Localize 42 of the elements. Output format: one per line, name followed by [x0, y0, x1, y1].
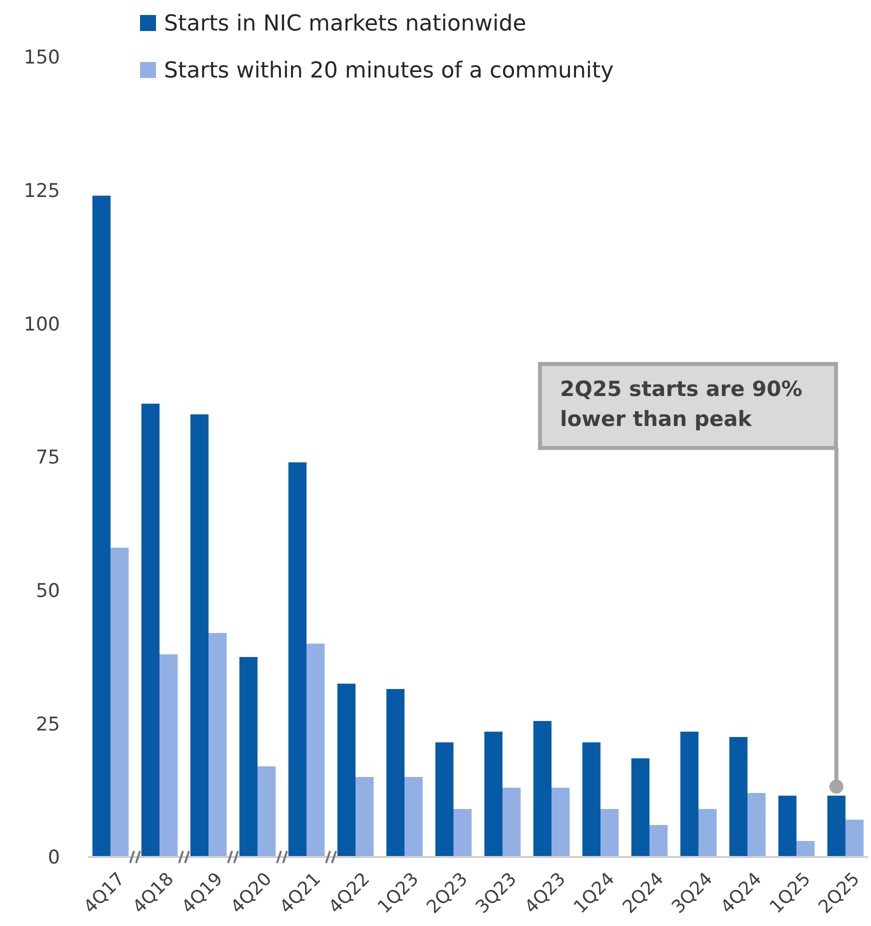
bar — [337, 684, 356, 857]
bar — [796, 841, 815, 857]
y-tick-label: 50 — [36, 580, 60, 602]
bar — [551, 788, 570, 857]
legend-label: Starts in NIC markets nationwide — [164, 12, 526, 37]
bar — [827, 796, 846, 857]
bar — [484, 732, 502, 857]
bar — [729, 737, 748, 857]
bar — [141, 404, 160, 857]
bar — [258, 766, 276, 857]
bar — [160, 654, 178, 857]
bar — [454, 809, 472, 857]
bar — [110, 548, 129, 857]
bar — [631, 758, 650, 857]
bar — [356, 777, 374, 857]
bar — [502, 788, 521, 857]
y-tick-label: 100 — [24, 313, 60, 336]
y-tick-label: 75 — [36, 446, 60, 469]
bar — [533, 721, 552, 857]
bar — [778, 796, 796, 857]
bar — [404, 777, 423, 857]
bar — [845, 820, 864, 857]
bar — [698, 809, 717, 857]
bar — [649, 825, 668, 857]
y-tick-label: 0 — [48, 846, 60, 869]
bar — [747, 793, 766, 857]
legend-label: Starts within 20 minutes of a community — [164, 58, 614, 84]
bar — [306, 644, 325, 857]
bar — [680, 732, 698, 857]
bar — [190, 414, 209, 857]
bar — [582, 742, 600, 857]
y-tick-label: 125 — [24, 180, 60, 202]
y-tick-label: 25 — [36, 713, 60, 736]
annotation: 2Q25 starts are 90% lower than peak — [560, 377, 802, 431]
bar — [92, 196, 111, 857]
bar — [600, 809, 619, 857]
y-tick-label: 150 — [24, 46, 60, 69]
bar — [239, 657, 258, 857]
bar — [208, 633, 227, 857]
bar — [386, 689, 405, 857]
bar — [435, 742, 454, 857]
bar — [288, 462, 307, 857]
